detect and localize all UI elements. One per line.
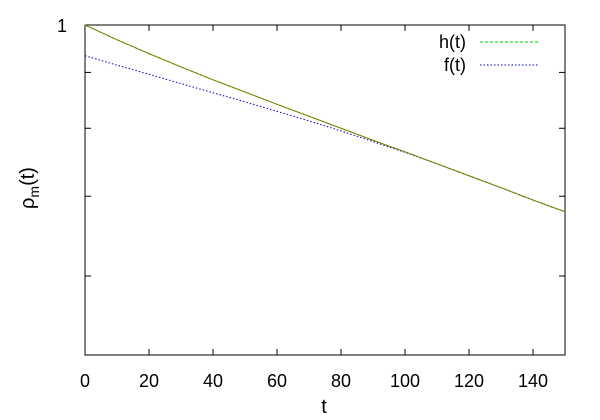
- y-axis-label-tail: (t): [17, 167, 39, 186]
- legend: h(t) f(t): [439, 32, 538, 75]
- y-axis-label-base: ρ: [17, 198, 39, 209]
- x-tick-label: 0: [80, 371, 90, 391]
- x-axis-label: t: [321, 396, 327, 418]
- y-axis-label-sub: m: [26, 186, 42, 198]
- series-line-1: [84, 55, 566, 213]
- x-tick-label: 20: [139, 371, 159, 391]
- x-tick-label: 100: [390, 371, 420, 391]
- ticks-group: 0 20 40 60 80 100 120 140 1: [57, 16, 565, 391]
- legend-label-f: f(t): [444, 55, 466, 75]
- series-group: [84, 24, 566, 213]
- x-tick-label: 120: [454, 371, 484, 391]
- x-tick-label: 60: [267, 371, 287, 391]
- y-tick-label: 1: [57, 16, 67, 36]
- x-tick-label: 40: [203, 371, 223, 391]
- legend-label-h: h(t): [439, 32, 466, 52]
- y-axis-label: ρm(t): [17, 167, 42, 209]
- x-tick-label: 80: [331, 371, 351, 391]
- x-tick-label: 140: [518, 371, 548, 391]
- series-line-2: [84, 24, 566, 213]
- plot-frame-group: [84, 24, 566, 356]
- plot-frame: [84, 24, 566, 356]
- series-line-0: [84, 24, 566, 213]
